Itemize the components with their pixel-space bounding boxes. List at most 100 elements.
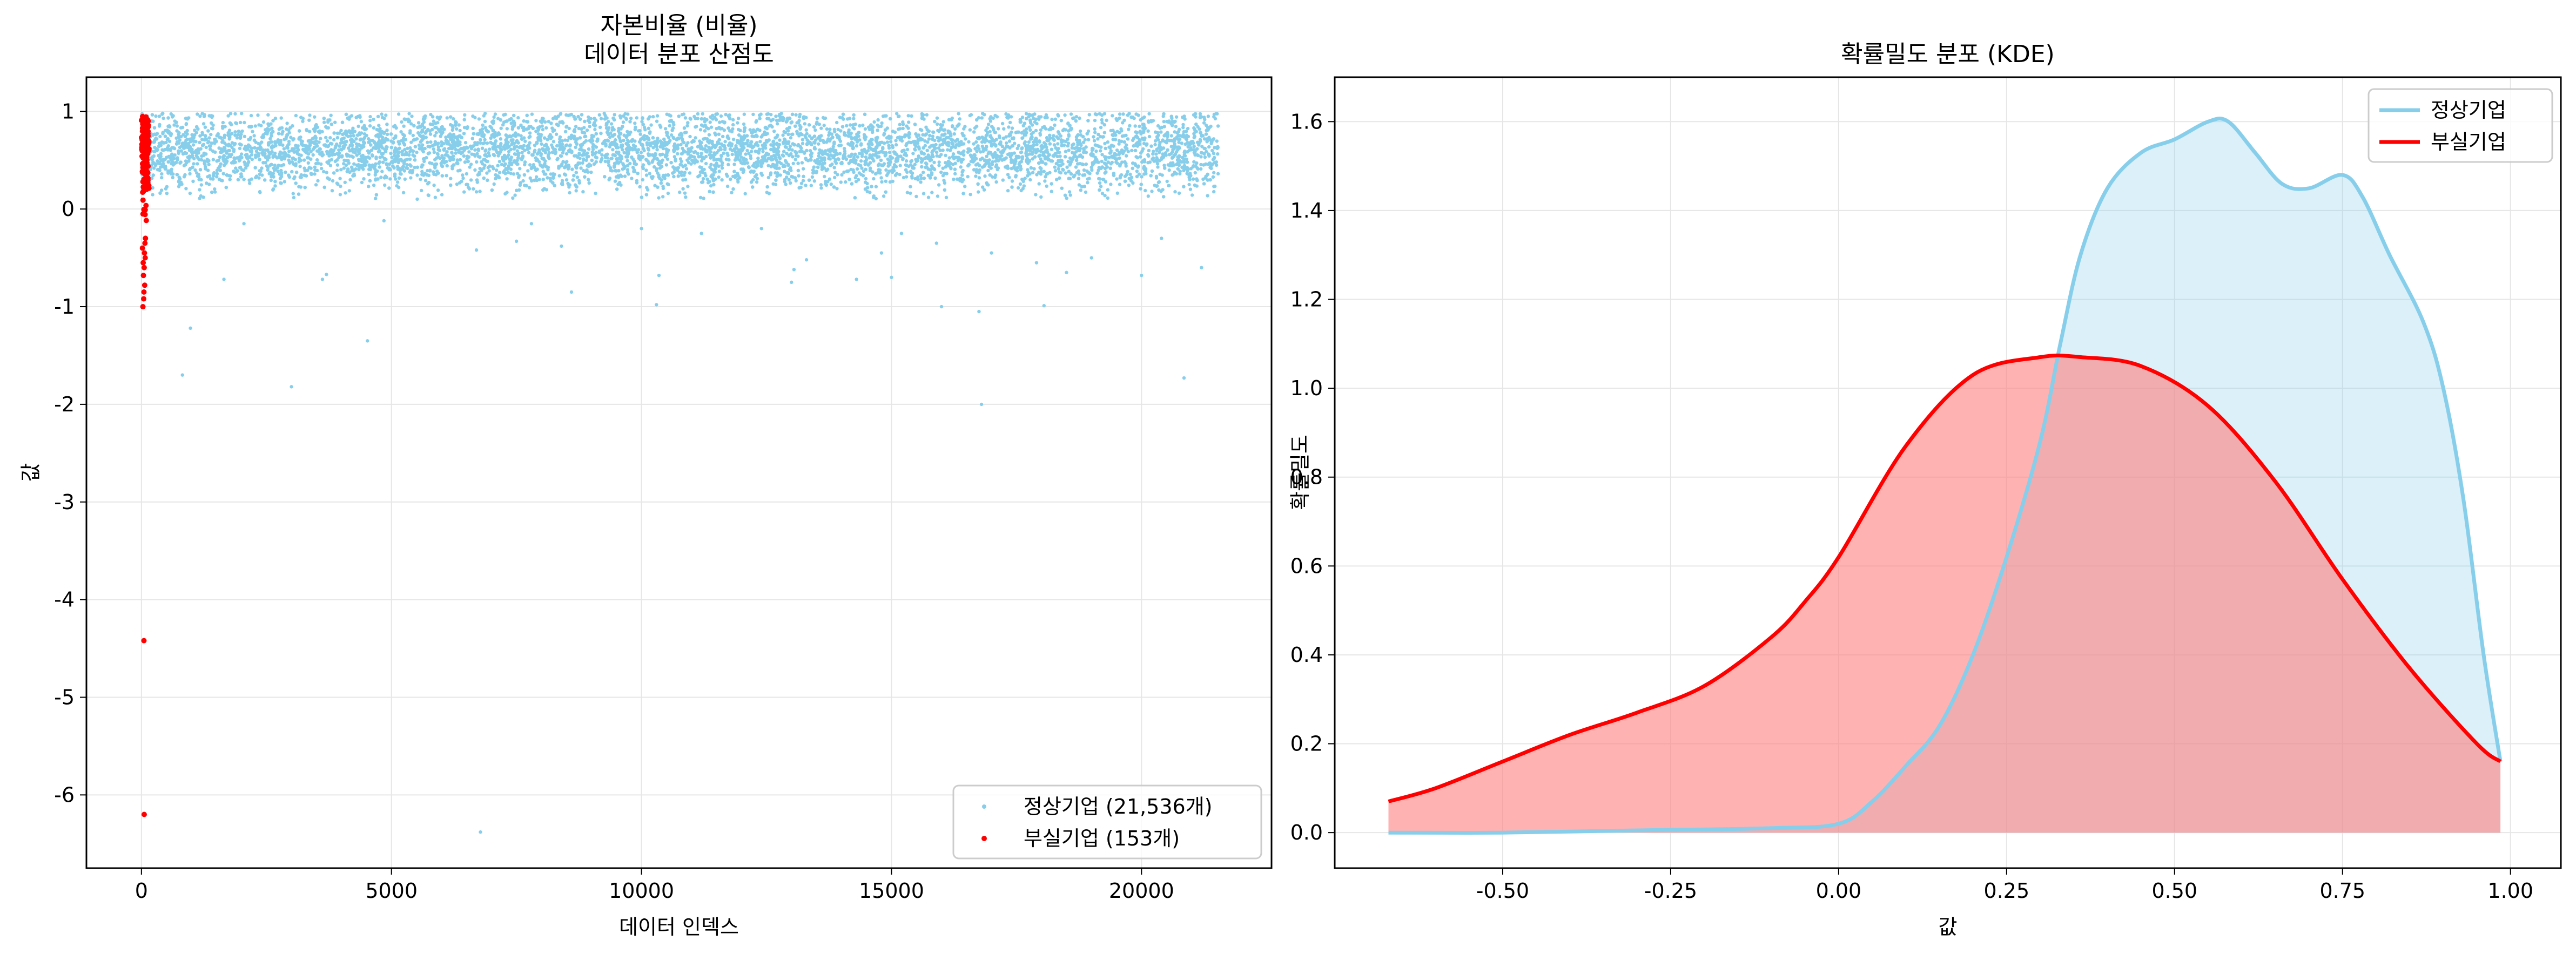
normal-point — [354, 167, 358, 171]
normal-point — [598, 125, 602, 129]
normal-point — [661, 186, 665, 190]
normal-point — [823, 174, 826, 179]
normal-point — [1024, 112, 1028, 116]
normal-point — [432, 147, 435, 151]
normal-point — [1109, 182, 1113, 186]
normal-point — [360, 180, 364, 185]
normal-point — [421, 143, 425, 147]
normal-point — [1173, 190, 1177, 194]
normal-point — [892, 163, 897, 167]
normal-point — [273, 151, 277, 155]
normal-point — [249, 113, 253, 118]
normal-point — [985, 154, 988, 158]
normal-point — [872, 120, 876, 124]
normal-point — [722, 128, 727, 132]
normal-point — [1162, 164, 1166, 167]
normal-point — [209, 132, 213, 137]
normal-point — [158, 134, 162, 138]
normal-point — [804, 128, 808, 132]
normal-point — [505, 191, 509, 194]
normal-point — [243, 134, 247, 138]
normal-point — [819, 183, 823, 187]
normal-point — [549, 172, 553, 176]
normal-point — [302, 158, 306, 162]
normal-point — [758, 139, 762, 144]
normal-point — [1004, 135, 1008, 139]
normal-point — [191, 143, 196, 147]
normal-point — [520, 151, 524, 154]
normal-point — [754, 120, 758, 124]
normal-point — [997, 127, 1000, 131]
normal-point — [1206, 114, 1210, 118]
normal-point — [188, 172, 192, 176]
normal-point — [708, 139, 712, 143]
normal-point — [335, 168, 339, 172]
normal-point — [1144, 188, 1147, 193]
normal-point — [211, 123, 215, 127]
normal-point — [257, 176, 261, 180]
normal-point — [801, 141, 805, 145]
normal-point — [874, 185, 878, 188]
normal-point — [817, 142, 820, 146]
normal-point — [153, 145, 157, 150]
normal-point — [1110, 160, 1114, 165]
normal-point — [269, 178, 273, 182]
normal-point — [1027, 112, 1031, 116]
normal-point — [436, 188, 440, 192]
normal-point — [708, 180, 711, 184]
normal-point — [563, 166, 567, 170]
normal-point — [273, 164, 277, 167]
normal-point — [1045, 184, 1048, 188]
normal-point — [195, 171, 199, 175]
normal-point — [678, 190, 682, 194]
normal-point — [437, 117, 441, 121]
normal-point — [467, 150, 471, 154]
normal-point — [1069, 112, 1073, 116]
normal-point — [367, 185, 371, 188]
normal-point — [240, 112, 244, 116]
normal-point — [730, 191, 734, 194]
normal-point — [482, 166, 486, 170]
normal-point — [799, 181, 804, 185]
normal-point — [486, 159, 489, 164]
normal-point — [223, 125, 227, 128]
normal-point — [266, 166, 270, 170]
normal-point — [728, 147, 732, 151]
normal-point — [650, 160, 654, 164]
normal-point — [818, 162, 822, 166]
normal-point — [465, 172, 468, 176]
normal-point — [518, 167, 522, 171]
normal-point — [270, 145, 273, 149]
normal-point — [747, 151, 751, 155]
normal-point — [541, 127, 545, 132]
normal-point — [564, 178, 569, 182]
normal-point — [1138, 124, 1141, 128]
normal-point — [1135, 131, 1139, 134]
normal-point — [411, 153, 415, 157]
normal-point — [1216, 152, 1220, 156]
normal-point — [339, 168, 343, 172]
normal-point — [1069, 160, 1073, 164]
normal-point — [852, 127, 856, 131]
normal-point — [167, 139, 172, 143]
normal-point — [778, 138, 782, 142]
normal-point — [942, 178, 946, 182]
normal-point — [493, 112, 497, 116]
normal-point — [1171, 119, 1174, 123]
normal-point — [1209, 166, 1213, 171]
normal-point — [631, 165, 635, 170]
normal-point — [731, 138, 736, 141]
normal-point — [1215, 112, 1219, 116]
normal-point — [507, 150, 511, 153]
normal-point — [509, 167, 513, 171]
normal-point — [343, 180, 347, 184]
normal-point — [927, 137, 931, 141]
normal-point — [619, 154, 623, 158]
normal-point — [380, 116, 385, 119]
normal-point — [203, 125, 207, 129]
normal-point — [910, 159, 914, 163]
normal-point — [898, 123, 902, 126]
normal-point — [389, 139, 393, 143]
normal-point — [1034, 128, 1038, 133]
